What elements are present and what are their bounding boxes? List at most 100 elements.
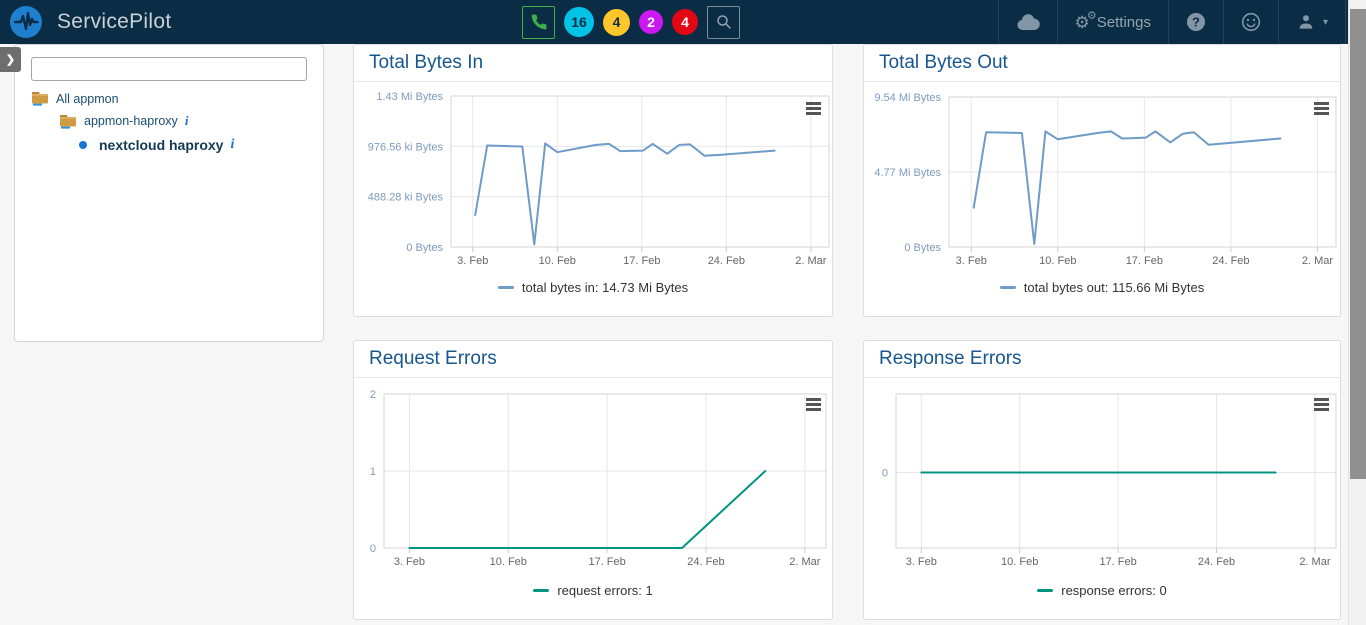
- panel-request-errors: Request Errors 0 1 2 3. Feb 10. Feb 17. Feb 24…: [353, 340, 833, 620]
- panel-total-bytes-in: Total Bytes In 0 Bytes488.28 ki Bytes976…: [353, 44, 833, 317]
- feedback-button[interactable]: [1223, 0, 1278, 44]
- settings-label: Settings: [1097, 14, 1151, 31]
- svg-text:10. Feb: 10. Feb: [490, 556, 527, 568]
- search-button[interactable]: [707, 6, 740, 39]
- legend-label: request errors: 1: [557, 583, 652, 598]
- chart-legend[interactable]: total bytes out: 115.66 Mi Bytes: [1000, 280, 1204, 295]
- user-menu-button[interactable]: ▾: [1278, 0, 1346, 44]
- scrollbar-thumb[interactable]: [1350, 9, 1366, 479]
- alarm-count-badge-yellow[interactable]: 4: [603, 9, 630, 36]
- tree-item-appmon-haproxy[interactable]: appmon-haproxy i: [59, 113, 323, 129]
- panel-response-errors: Response Errors 0 3. Feb 10. Feb 17. Feb 24.…: [863, 340, 1341, 620]
- svg-text:17. Feb: 17. Feb: [588, 556, 625, 568]
- legend-label: total bytes out: 115.66 Mi Bytes: [1024, 280, 1204, 295]
- gears-icon: ⚙⚙: [1075, 14, 1090, 31]
- svg-text:1: 1: [370, 466, 376, 478]
- page-scrollbar[interactable]: [1348, 0, 1366, 625]
- caret-down-icon: ▾: [1323, 17, 1328, 28]
- alarm-count-badge-magenta[interactable]: 2: [639, 10, 663, 34]
- tree-item-label: All appmon: [56, 92, 119, 106]
- legend-marker-icon: [498, 286, 514, 289]
- chart-title: Request Errors: [369, 348, 817, 370]
- svg-text:17. Feb: 17. Feb: [1099, 556, 1136, 568]
- settings-button[interactable]: ⚙⚙ Settings: [1057, 0, 1168, 44]
- chart-context-menu-button[interactable]: [806, 398, 821, 413]
- alarm-count-badge-red[interactable]: 4: [672, 9, 698, 35]
- tree-item-all-appmon[interactable]: All appmon: [31, 91, 323, 106]
- panel-body: 0 1 2 3. Feb 10. Feb 17. Feb 24. Feb 2. Mar req…: [354, 378, 832, 598]
- legend-label: total bytes in: 14.73 Mi Bytes: [522, 280, 688, 295]
- phone-icon: [530, 13, 548, 31]
- svg-text:17. Feb: 17. Feb: [1126, 255, 1163, 267]
- legend-label: response errors: 0: [1061, 583, 1167, 598]
- chart-context-menu-button[interactable]: [806, 102, 821, 117]
- chart-title: Total Bytes In: [369, 52, 817, 74]
- svg-text:2: 2: [370, 389, 376, 401]
- help-button[interactable]: ?: [1168, 0, 1223, 44]
- svg-text:976.56 ki Bytes: 976.56 ki Bytes: [368, 141, 444, 153]
- brand-title: ServicePilot: [57, 10, 171, 34]
- svg-text:2. Mar: 2. Mar: [789, 556, 821, 568]
- svg-text:0: 0: [882, 468, 888, 480]
- tree-item-nextcloud-haproxy[interactable]: nextcloud haproxy i: [79, 137, 323, 153]
- panel-total-bytes-out: Total Bytes Out 0 Bytes4.77 Mi Bytes9.54…: [863, 44, 1341, 317]
- chart-canvas[interactable]: 0 Bytes4.77 Mi Bytes9.54 Mi Bytes3. Feb1…: [864, 82, 1340, 272]
- svg-text:?: ?: [1192, 15, 1200, 30]
- info-icon[interactable]: i: [185, 113, 189, 129]
- cloud-icon: [1016, 13, 1040, 31]
- svg-text:2. Mar: 2. Mar: [1299, 556, 1331, 568]
- svg-text:0: 0: [370, 543, 376, 555]
- svg-text:2. Mar: 2. Mar: [1302, 255, 1334, 267]
- svg-text:24. Feb: 24. Feb: [1212, 255, 1249, 267]
- cloud-button[interactable]: [998, 0, 1057, 44]
- panel-body: 0 3. Feb 10. Feb 17. Feb 24. Feb 2. Mar respo…: [864, 378, 1340, 598]
- smiley-icon: [1241, 12, 1261, 32]
- chart-legend[interactable]: response errors: 0: [1037, 583, 1167, 598]
- chart-canvas[interactable]: 0 1 2 3. Feb 10. Feb 17. Feb 24. Feb 2. Mar: [354, 378, 832, 573]
- help-icon: ?: [1186, 12, 1206, 32]
- navbar-menu: ⚙⚙ Settings ? ▾: [998, 0, 1346, 44]
- chart-legend[interactable]: total bytes in: 14.73 Mi Bytes: [498, 280, 688, 295]
- legend-marker-icon: [1037, 589, 1053, 592]
- servicepilot-logo-icon: [10, 6, 42, 38]
- alarm-toolbar: 16 4 2 4: [522, 0, 740, 44]
- resource-tree: All appmon appmon-haproxy i nextcloud ha…: [15, 91, 323, 153]
- svg-text:3. Feb: 3. Feb: [457, 255, 488, 267]
- svg-text:9.54 Mi Bytes: 9.54 Mi Bytes: [874, 92, 941, 104]
- top-navbar: ServicePilot 16 4 2 4 ⚙⚙ Sett: [0, 0, 1366, 44]
- chart-context-menu-button[interactable]: [1314, 398, 1329, 413]
- svg-text:24. Feb: 24. Feb: [708, 255, 745, 267]
- svg-text:17. Feb: 17. Feb: [623, 255, 660, 267]
- panel-header: Response Errors: [864, 341, 1340, 378]
- chart-context-menu-button[interactable]: [1314, 102, 1329, 117]
- chart-title: Response Errors: [879, 348, 1325, 370]
- chart-legend[interactable]: request errors: 1: [533, 583, 652, 598]
- panel-body: 0 Bytes4.77 Mi Bytes9.54 Mi Bytes3. Feb1…: [864, 82, 1340, 295]
- svg-text:3. Feb: 3. Feb: [956, 255, 987, 267]
- brand[interactable]: ServicePilot: [10, 0, 171, 44]
- search-icon: [715, 13, 733, 31]
- alarm-count-badge-cyan[interactable]: 16: [564, 7, 594, 37]
- info-icon[interactable]: i: [230, 137, 234, 153]
- chart-canvas[interactable]: 0 Bytes488.28 ki Bytes976.56 ki Bytes1.4…: [354, 82, 832, 272]
- svg-text:24. Feb: 24. Feb: [1198, 556, 1235, 568]
- svg-text:3. Feb: 3. Feb: [394, 556, 425, 568]
- svg-text:488.28 ki Bytes: 488.28 ki Bytes: [368, 192, 444, 204]
- svg-text:2. Mar: 2. Mar: [795, 255, 827, 267]
- svg-text:3. Feb: 3. Feb: [906, 556, 937, 568]
- legend-marker-icon: [1000, 286, 1016, 289]
- svg-text:1.43 Mi Bytes: 1.43 Mi Bytes: [376, 91, 443, 103]
- chart-canvas[interactable]: 0 3. Feb 10. Feb 17. Feb 24. Feb 2. Mar: [864, 378, 1340, 573]
- folder-icon: [59, 114, 77, 129]
- panel-header: Total Bytes Out: [864, 45, 1340, 82]
- bullet-icon: [79, 141, 87, 149]
- svg-text:24. Feb: 24. Feb: [687, 556, 724, 568]
- svg-text:10. Feb: 10. Feb: [1001, 556, 1038, 568]
- user-icon: [1296, 12, 1316, 32]
- svg-text:10. Feb: 10. Feb: [1039, 255, 1076, 267]
- phone-button[interactable]: [522, 6, 555, 39]
- tree-search-input[interactable]: [31, 57, 307, 81]
- tree-item-label: nextcloud haproxy: [99, 137, 223, 153]
- chart-title: Total Bytes Out: [879, 52, 1325, 74]
- sidebar-collapse-button[interactable]: ❯: [0, 47, 21, 72]
